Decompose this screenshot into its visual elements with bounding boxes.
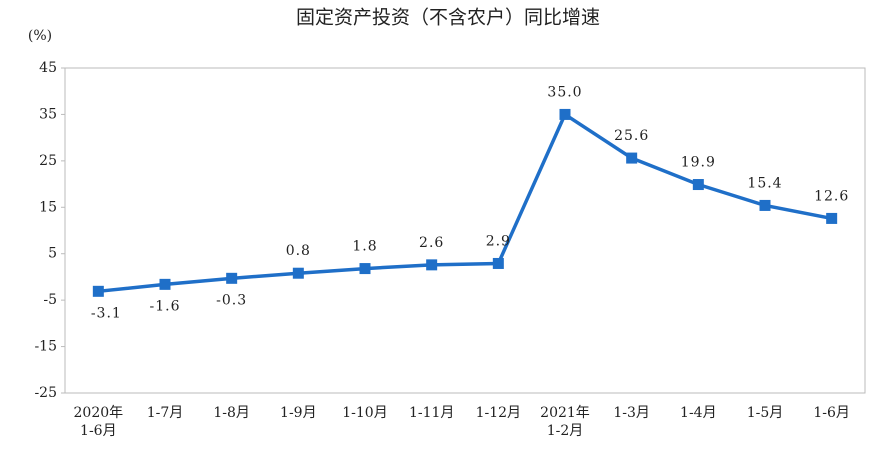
plot-frame [64, 67, 866, 394]
point-marker [559, 108, 571, 120]
point-marker [359, 263, 371, 275]
y-tick-label: -15 [34, 339, 57, 355]
value-label: 25.6 [614, 128, 649, 144]
x-tick-label: 1-6月 [813, 405, 850, 421]
x-tick-label: 1-5月 [747, 405, 784, 421]
point-marker [692, 179, 704, 191]
y-tick-label: 45 [39, 60, 57, 76]
value-label: 2.6 [419, 235, 444, 251]
y-unit: (%) [28, 28, 52, 44]
point-marker [759, 199, 771, 211]
value-label: 1.8 [352, 239, 377, 255]
y-tick-label: -25 [34, 385, 57, 401]
x-tick-label: 1-7月 [147, 405, 184, 421]
x-tick-label: 1-9月 [280, 405, 317, 421]
x-tick-label: 1-8月 [213, 405, 250, 421]
point-marker [826, 212, 838, 224]
value-label: -3.1 [91, 305, 122, 321]
x-tick-label: 1-11月 [409, 405, 454, 421]
value-label: 35.0 [547, 84, 582, 100]
chart-title: 固定资产投资（不含农户）同比增速 [296, 7, 600, 29]
value-label: 12.6 [814, 188, 849, 204]
point-marker [292, 267, 304, 279]
value-label: 19.9 [681, 155, 716, 171]
value-label: 15.4 [747, 175, 782, 191]
x-tick-label: 1-12月 [476, 405, 521, 421]
point-marker [92, 285, 104, 297]
x-tick-label: 1-3月 [613, 405, 650, 421]
x-tick-label: 1-10月 [342, 405, 387, 421]
y-tick-label: 25 [39, 153, 57, 169]
y-tick-label: 35 [39, 106, 57, 122]
y-tick-label: 5 [48, 246, 57, 262]
value-label: 0.8 [286, 243, 311, 259]
value-label: -0.3 [216, 292, 247, 308]
y-tick-label: -5 [43, 292, 57, 308]
point-marker [159, 278, 171, 290]
y-tick-label: 15 [39, 199, 57, 215]
point-marker [492, 257, 504, 269]
point-marker [626, 152, 638, 164]
point-marker [226, 272, 238, 284]
x-tick-label: 2021年 1-2月 [540, 405, 590, 439]
value-label: 2.9 [486, 233, 511, 249]
x-tick-label: 2020年 1-6月 [74, 405, 124, 439]
x-tick-label: 1-4月 [680, 405, 717, 421]
point-marker [426, 259, 438, 271]
value-label: -1.6 [150, 298, 181, 314]
series-line [98, 111, 833, 294]
